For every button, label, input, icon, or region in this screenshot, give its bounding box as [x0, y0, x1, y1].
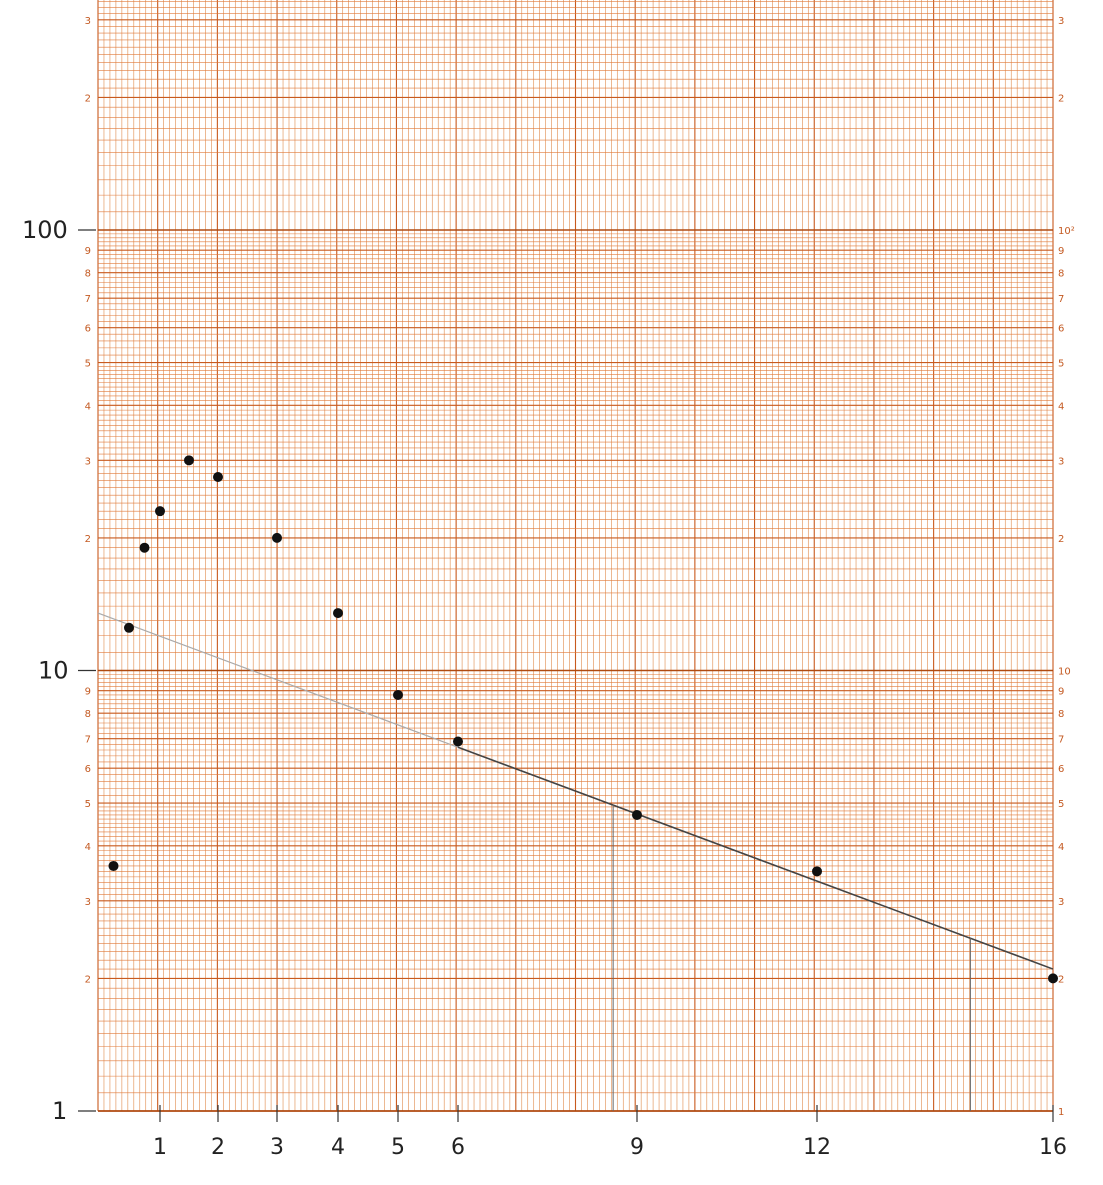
printed-tick-label-left: 7 [85, 294, 91, 305]
printed-tick-label-right: 8 [1058, 269, 1064, 280]
data-point [139, 542, 150, 553]
printed-tick-label-right: 8 [1058, 709, 1064, 720]
data-point [1048, 973, 1058, 984]
data-point [155, 506, 165, 517]
handwritten-x-labels: 1 2 3 4 5 6 9 12 16 [153, 1135, 1067, 1160]
printed-tick-label-right: 2 [1058, 974, 1064, 985]
printed-tick-label-right: 7 [1058, 735, 1064, 746]
handwritten-y-label: 100 [22, 216, 68, 244]
data-points [108, 455, 1058, 984]
printed-tick-label-right: 4 [1058, 401, 1064, 412]
printed-tick-label-left: 9 [85, 246, 91, 257]
handwritten-y-labels: 100 10 1 [22, 216, 96, 1125]
printed-tick-label-right: 10² [1058, 226, 1075, 237]
handwritten-x-label: 9 [630, 1135, 644, 1160]
printed-tick-label-right: 3 [1058, 16, 1064, 27]
printed-tick-label-right: 3 [1058, 897, 1064, 908]
printed-tick-label-left: 4 [85, 401, 91, 412]
handwritten-x-label: 5 [391, 1135, 405, 1160]
data-point [333, 608, 343, 619]
printed-tick-label-right: 6 [1058, 764, 1064, 775]
handwritten-x-label: 2 [211, 1135, 225, 1160]
handwritten-y-label: 10 [38, 657, 69, 685]
printed-tick-label-right: 5 [1058, 359, 1064, 370]
printed-tick-labels-left: 3 2 9 8 7 6 5 4 3 2 9 8 7 6 5 4 3 2 [85, 16, 91, 986]
x-axis-ticks [159, 1105, 1054, 1122]
printed-tick-label-left: 8 [85, 269, 91, 280]
handwritten-x-label: 6 [451, 1135, 465, 1160]
data-point [453, 736, 463, 747]
printed-tick-label-right: 9 [1058, 246, 1064, 257]
printed-tick-label-left: 6 [85, 324, 91, 335]
printed-tick-label-left: 5 [85, 799, 91, 810]
printed-tick-label-left: 3 [85, 897, 91, 908]
fit-line-extrapolated [97, 612, 459, 748]
printed-tick-label-right: 7 [1058, 294, 1064, 305]
printed-tick-label-left: 7 [85, 735, 91, 746]
vertical-grid [97, 0, 1054, 1111]
handwritten-x-label: 4 [331, 1135, 345, 1160]
printed-tick-label-right: 3 [1058, 456, 1064, 467]
printed-tick-label-right: 4 [1058, 842, 1064, 853]
data-point [108, 860, 119, 871]
printed-tick-label-left: 9 [85, 687, 91, 698]
data-point [124, 622, 134, 633]
data-point [812, 866, 822, 877]
data-point [213, 471, 223, 482]
handwritten-y-label: 1 [52, 1097, 67, 1125]
printed-tick-label-left: 2 [85, 974, 91, 985]
data-point [272, 532, 282, 543]
printed-tick-label-right: 2 [1058, 93, 1064, 104]
printed-tick-label-left: 3 [85, 16, 91, 27]
printed-tick-label-left: 4 [85, 842, 91, 853]
printed-tick-label-left: 6 [85, 764, 91, 775]
printed-tick-label-left: 2 [85, 534, 91, 545]
printed-tick-label-right: 2 [1058, 534, 1064, 545]
printed-tick-label-right: 5 [1058, 799, 1064, 810]
handwritten-x-label: 16 [1039, 1135, 1067, 1160]
printed-tick-label-left: 8 [85, 709, 91, 720]
handwritten-x-label: 3 [270, 1135, 284, 1160]
printed-tick-label-right: 6 [1058, 324, 1064, 335]
printed-tick-label-left: 2 [85, 93, 91, 104]
fit-line [457, 746, 1054, 970]
data-point [393, 689, 403, 700]
printed-tick-label-right: 9 [1058, 687, 1064, 698]
printed-tick-labels-right: 3 2 10² 9 8 7 6 5 4 3 2 10 9 8 7 6 5 4 3 2 1 [1058, 16, 1075, 1118]
handwritten-x-label: 12 [803, 1135, 831, 1160]
fit-lines [97, 612, 1054, 1111]
data-point [184, 455, 194, 466]
horizontal-grid [98, 1, 1053, 1112]
printed-tick-label-left: 3 [85, 456, 91, 467]
handwritten-x-label: 1 [153, 1135, 167, 1160]
printed-tick-label-left: 5 [85, 359, 91, 370]
data-point [632, 809, 642, 820]
printed-tick-label-right: 1 [1058, 1107, 1064, 1118]
printed-tick-label-right: 10 [1058, 667, 1071, 678]
